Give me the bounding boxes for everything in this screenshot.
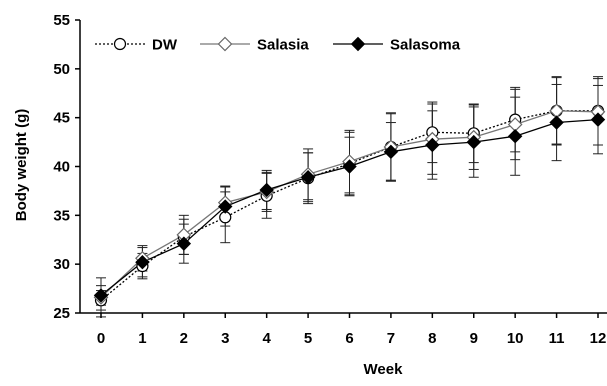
data-point-salasoma bbox=[259, 182, 274, 198]
x-tick-label: 0 bbox=[97, 330, 105, 347]
x-tick-label: 6 bbox=[345, 330, 353, 347]
y-tick-label: 45 bbox=[53, 110, 70, 127]
x-tick-label: 5 bbox=[304, 330, 312, 347]
legend-marker-dw bbox=[113, 37, 127, 51]
x-tick-label: 3 bbox=[221, 330, 229, 347]
y-tick-label: 30 bbox=[53, 256, 70, 273]
data-point-salasoma bbox=[218, 199, 233, 214]
data-point-salasoma bbox=[549, 115, 564, 130]
x-tick-label: 8 bbox=[428, 330, 436, 347]
y-axis-title: Body weight (g) bbox=[13, 109, 30, 222]
x-axis-title: Week bbox=[364, 361, 404, 378]
data-point-salasoma bbox=[300, 170, 316, 185]
legend: DW Salasia Salasoma bbox=[95, 37, 461, 54]
legend-marker-salasia bbox=[217, 36, 233, 52]
x-tick-label: 9 bbox=[470, 330, 478, 347]
x-tick-label: 1 bbox=[138, 330, 146, 347]
x-tick-label: 2 bbox=[180, 330, 188, 347]
legend-label-dw: DW bbox=[152, 37, 178, 54]
y-tick-label: 40 bbox=[53, 159, 70, 176]
legend-label-salasoma: Salasoma bbox=[390, 37, 461, 54]
error-bars-layer bbox=[96, 76, 603, 318]
y-tick-label: 55 bbox=[53, 12, 70, 29]
x-tick-label: 10 bbox=[507, 330, 524, 347]
markers-layer bbox=[93, 103, 606, 307]
y-tick-label: 50 bbox=[53, 61, 70, 78]
data-point-salasoma bbox=[342, 159, 357, 174]
data-point-salasoma bbox=[466, 134, 481, 150]
data-point-salasoma bbox=[590, 112, 606, 127]
x-tick-label: 12 bbox=[590, 330, 607, 347]
data-point-salasoma bbox=[507, 129, 523, 144]
x-tick-label: 7 bbox=[387, 330, 395, 347]
legend-label-salasia: Salasia bbox=[257, 37, 309, 54]
x-tick-label: 4 bbox=[262, 330, 271, 347]
data-point-salasoma bbox=[383, 144, 399, 160]
data-point-salasoma bbox=[425, 137, 440, 153]
x-tick-label: 11 bbox=[549, 330, 565, 347]
data-point-salasoma bbox=[176, 236, 192, 251]
y-tick-label: 35 bbox=[53, 207, 70, 224]
legend-marker-salasoma bbox=[350, 36, 366, 52]
y-tick-label: 25 bbox=[53, 305, 70, 322]
data-point-salasoma bbox=[135, 255, 150, 270]
data-point-salasoma bbox=[93, 288, 109, 303]
